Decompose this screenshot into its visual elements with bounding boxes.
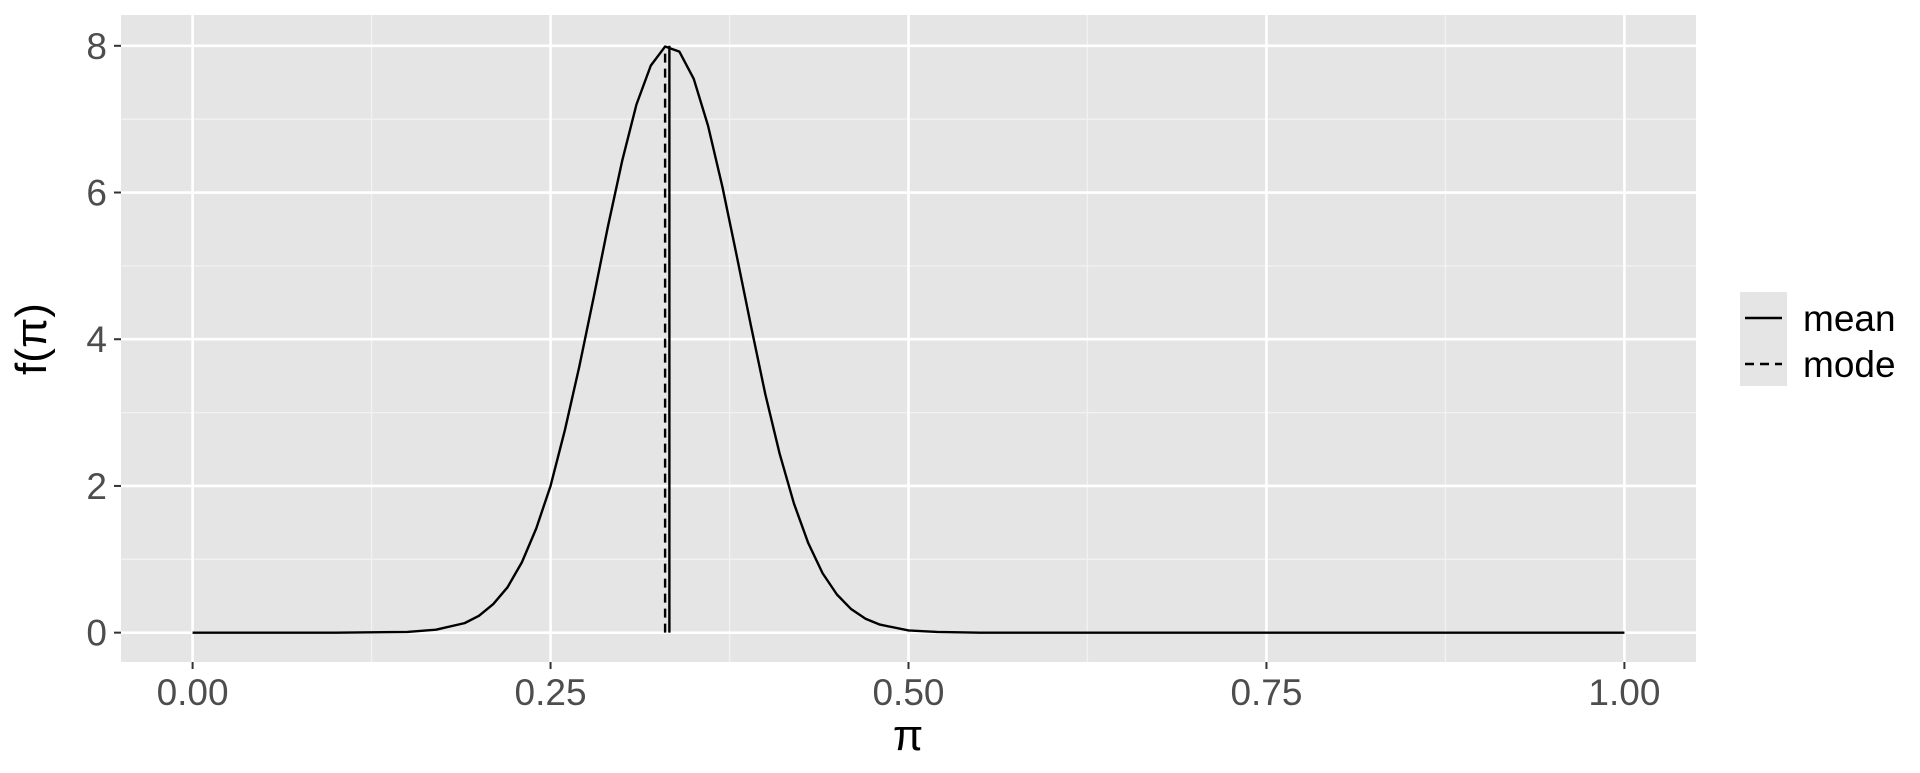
legend-label: mode <box>1803 344 1896 385</box>
legend-key-bg <box>1740 292 1787 386</box>
legend-label: mean <box>1803 298 1896 339</box>
y-tick-label: 6 <box>86 173 107 214</box>
density-line <box>192 45 1625 634</box>
x-tick-label: 0.75 <box>1230 672 1302 713</box>
y-tick-label: 4 <box>86 319 107 360</box>
y-tick-label: 0 <box>86 613 107 654</box>
x-tick-label: 0.00 <box>157 672 229 713</box>
x-tick-label: 1.00 <box>1588 672 1660 713</box>
y-tick-label: 2 <box>86 466 107 507</box>
y-axis-title: f(π) <box>7 303 56 375</box>
y-tick-label: 8 <box>86 26 107 67</box>
x-tick-label: 0.25 <box>515 672 587 713</box>
x-axis-title: π <box>893 711 923 760</box>
x-tick-label: 0.50 <box>872 672 944 713</box>
